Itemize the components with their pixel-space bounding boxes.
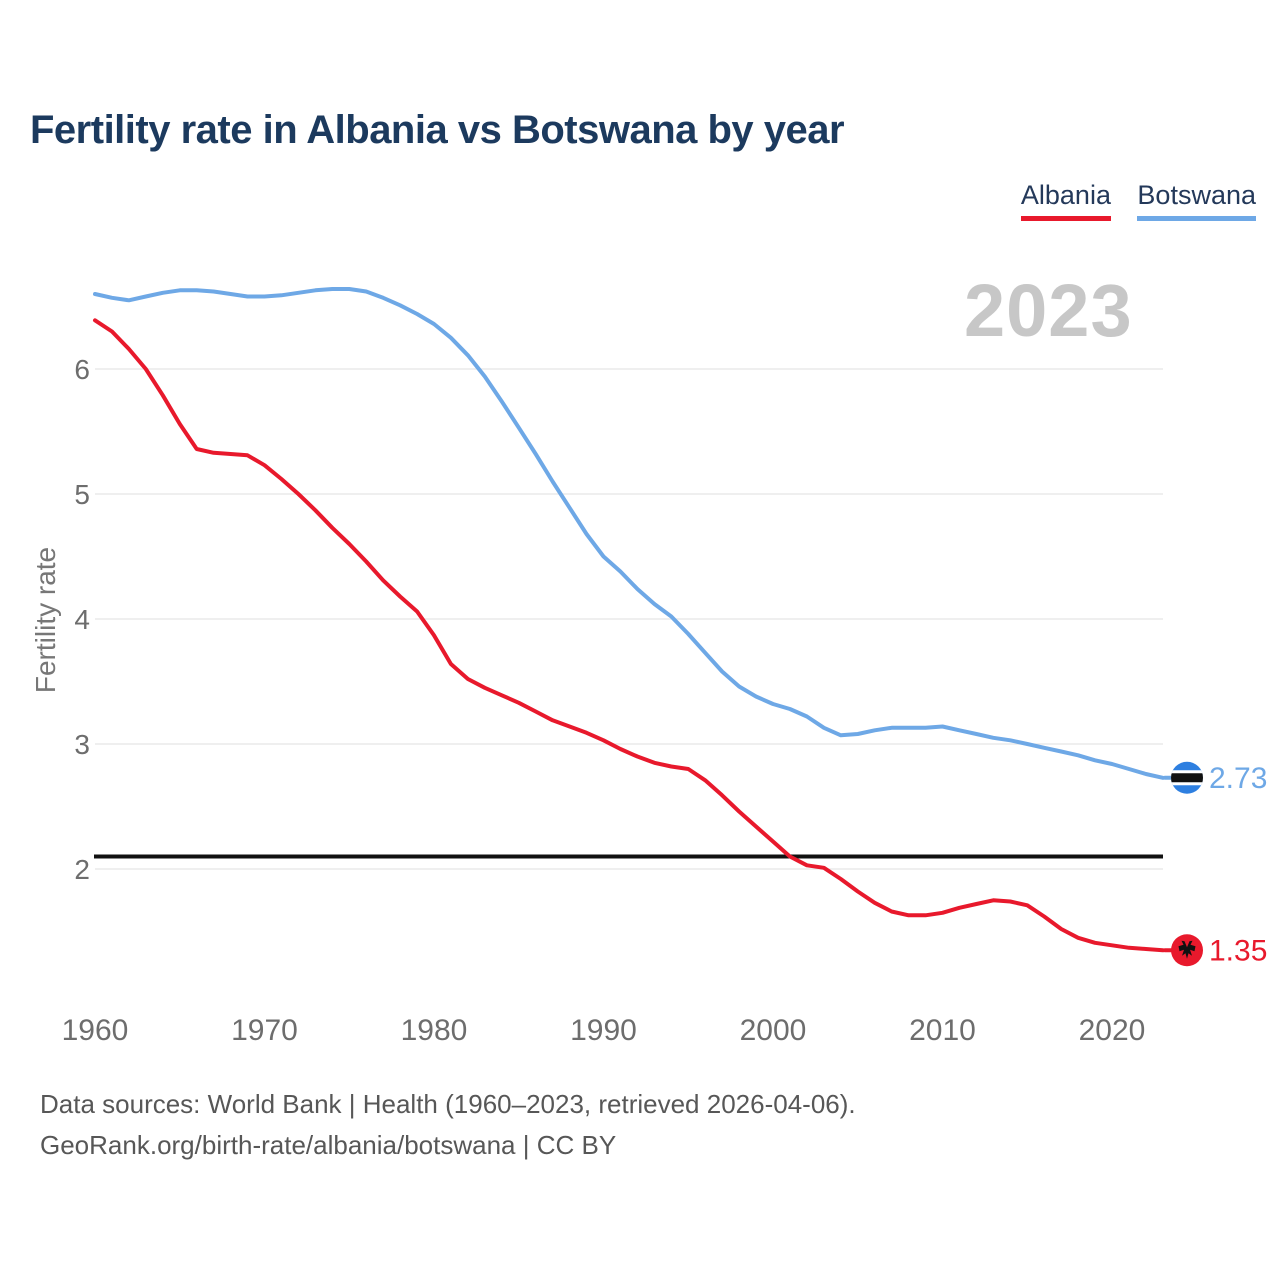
page-title: Fertility rate in Albania vs Botswana by…: [30, 108, 845, 152]
x-tick-1980: 1980: [401, 1014, 468, 1047]
x-tick-2000: 2000: [740, 1014, 807, 1047]
chart-legend: Albania Botswana: [999, 180, 1256, 221]
y-tick-4: 4: [74, 604, 90, 635]
y-tick-3: 3: [74, 729, 90, 760]
albania-eagle-icon: [1178, 940, 1196, 959]
data-source-line: Data sources: World Bank | Health (1960–…: [40, 1089, 856, 1119]
botswana-end-value-label: 2.73: [1209, 762, 1267, 795]
albania-line[interactable]: [93, 318, 1165, 953]
chart-footer: Data sources: World Bank | Health (1960–…: [40, 1084, 856, 1166]
x-tick-1970: 1970: [231, 1014, 298, 1047]
albania-end-value-label: 1.35: [1209, 934, 1267, 967]
x-tick-2010: 2010: [909, 1014, 976, 1047]
y-tick-6: 6: [74, 354, 90, 385]
botswana-flag-marker[interactable]: [1171, 761, 1203, 794]
botswana-line[interactable]: [93, 287, 1165, 780]
year-watermark: 2023: [964, 269, 1133, 352]
legend-item-albania[interactable]: Albania: [1020, 180, 1111, 221]
attribution-line: GeoRank.org/birth-rate/albania/botswana …: [40, 1130, 617, 1160]
albania-flag-marker[interactable]: [1171, 934, 1203, 967]
x-tick-1990: 1990: [570, 1014, 637, 1047]
x-tick-1960: 1960: [62, 1014, 129, 1047]
y-tick-2: 2: [74, 854, 90, 885]
y-tick-5: 5: [74, 479, 90, 510]
x-tick-2020: 2020: [1079, 1014, 1146, 1047]
legend-item-botswana[interactable]: Botswana: [1137, 180, 1256, 221]
